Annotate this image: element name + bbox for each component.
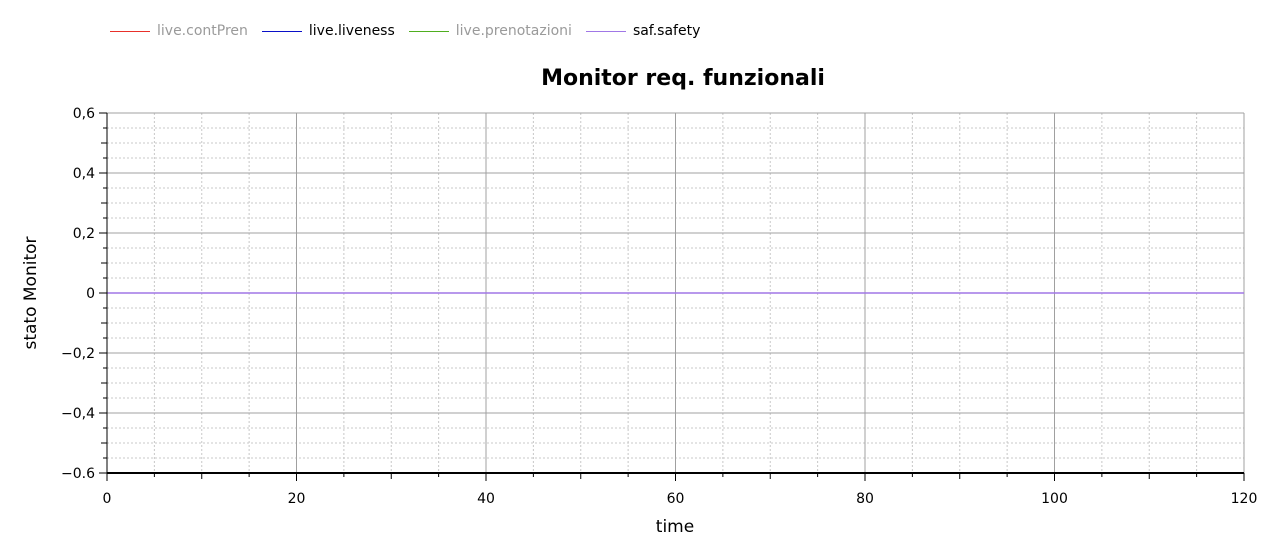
x-tick-label: 80 — [856, 491, 874, 507]
legend-item-live-prenotazioni[interactable]: live.prenotazioni — [408, 23, 572, 39]
y-tick-label: 0 — [86, 286, 95, 302]
x-tick-label: 100 — [1041, 491, 1068, 507]
legend-label: live.prenotazioni — [455, 23, 572, 39]
legend-label: saf.safety — [632, 23, 701, 39]
x-tick-label: 40 — [477, 491, 495, 507]
x-tick-label: 20 — [288, 491, 306, 507]
y-tick-label: −0.6 — [61, 466, 95, 482]
legend-item-saf-safety[interactable]: saf.safety — [585, 23, 701, 39]
x-tick-label: 60 — [667, 491, 685, 507]
axes — [99, 112, 1245, 481]
legend-item-live-liveness[interactable]: live.liveness — [261, 23, 395, 39]
x-tick-label: 0 — [103, 491, 112, 507]
y-tick-label: 0,4 — [73, 166, 95, 182]
y-tick-label: 0,6 — [73, 106, 95, 122]
y-axis-label: stato Monitor — [21, 236, 41, 349]
legend-swatch — [408, 30, 449, 32]
x-axis-label: time — [656, 517, 694, 537]
legend: live.contPren live.liveness live.prenotazi… — [110, 20, 714, 42]
y-tick-label: −0,4 — [61, 406, 95, 422]
x-tick-label: 120 — [1231, 491, 1258, 507]
legend-item-live-contpren[interactable]: live.contPren — [110, 23, 248, 39]
legend-label: live.liveness — [308, 23, 395, 39]
legend-label: live.contPren — [157, 23, 248, 39]
chart-title: Monitor req. funzionali — [541, 66, 825, 91]
legend-swatch — [261, 30, 302, 32]
legend-swatch — [585, 30, 626, 32]
y-tick-label: −0,2 — [61, 346, 95, 362]
legend-swatch — [110, 30, 150, 32]
y-tick-label: 0,2 — [73, 226, 95, 242]
tick-labels: 0 20 40 60 80 100 120 0,6 0,4 0,2 0 −0,2 −0,4 −0.6 — [61, 106, 1257, 507]
